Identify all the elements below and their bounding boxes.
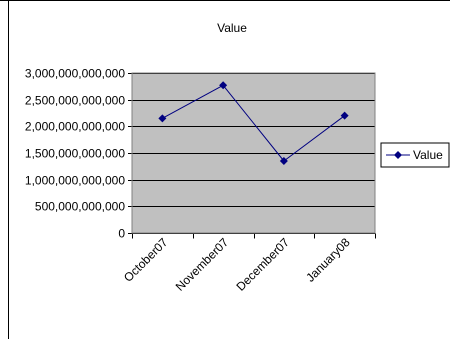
x-tick-label: October07 <box>121 235 171 285</box>
legend-label: Value <box>413 148 443 162</box>
y-tick-label: 2,500,000,000,000 <box>25 94 125 108</box>
series-line-segment <box>283 115 345 162</box>
y-tick-label: 0 <box>118 227 125 241</box>
legend-marker <box>394 151 402 159</box>
chart-title: Value <box>217 21 247 35</box>
legend: Value <box>380 142 450 168</box>
series-line-segment <box>222 84 285 162</box>
x-tick-label: January08 <box>303 235 353 285</box>
series-line-segment <box>162 84 224 119</box>
plot-frame <box>131 72 376 234</box>
data-point <box>219 81 228 90</box>
x-axis: October07 November07 December07 January08 <box>121 233 376 294</box>
data-point <box>340 111 349 120</box>
y-tick-label: 500,000,000,000 <box>35 200 125 214</box>
y-tick-label: 3,000,000,000,000 <box>25 67 125 81</box>
y-tick-label: 2,000,000,000,000 <box>25 120 125 134</box>
y-axis: 0 500,000,000,000 1,000,000,000,000 1,500,0… <box>25 67 133 241</box>
y-tick-label: 1,500,000,000,000 <box>25 147 125 161</box>
x-tick-label: November07 <box>173 235 232 294</box>
y-tick-label: 1,000,000,000,000 <box>25 174 125 188</box>
data-point <box>279 157 288 165</box>
series-value <box>158 81 349 165</box>
data-point <box>158 114 167 123</box>
x-tick-label: December07 <box>234 235 293 294</box>
